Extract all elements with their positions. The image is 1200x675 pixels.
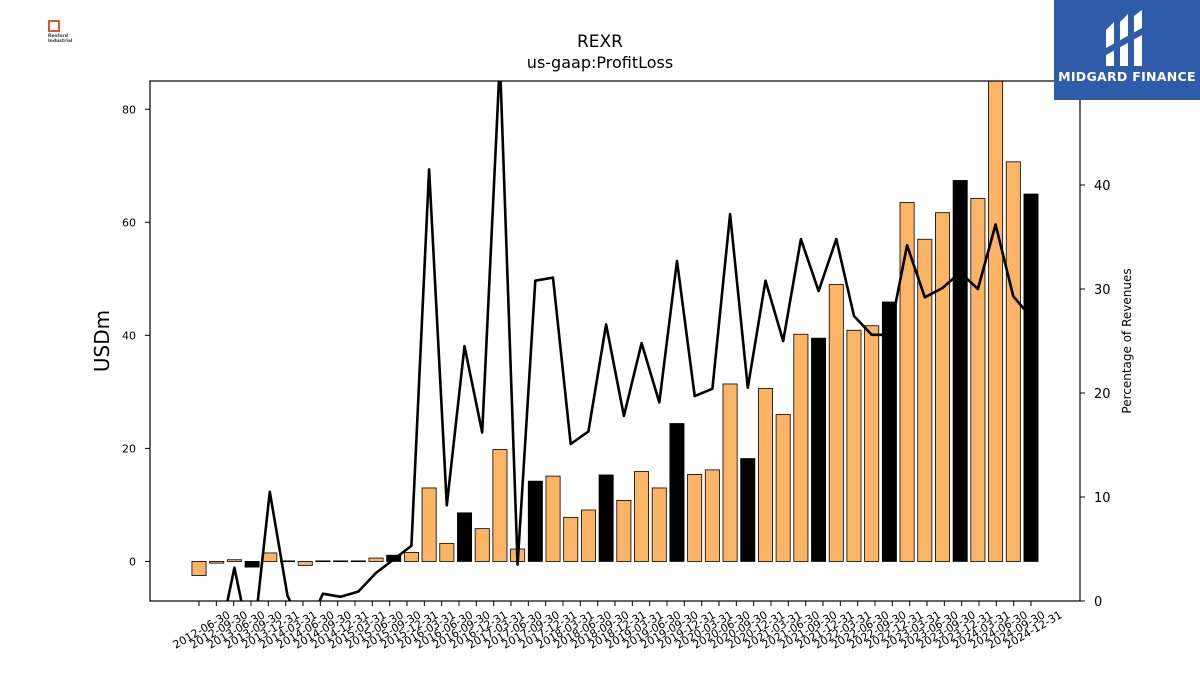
bar [704, 469, 720, 562]
x-axis: 2012-06-302012-09-302013-06-302013-09-30… [171, 601, 1065, 652]
y2-tick-label: 20 [1094, 387, 1111, 402]
bar [1023, 193, 1039, 562]
y-tick-label: 60 [122, 216, 136, 229]
bar [262, 552, 278, 562]
bar [545, 475, 561, 562]
y2-tick-label: 40 [1094, 179, 1111, 194]
bar [722, 383, 738, 562]
bar-series [191, 81, 1039, 576]
y2-tick-label: 0 [1094, 595, 1102, 610]
bar [209, 561, 225, 564]
bar [899, 202, 915, 562]
bar [457, 512, 473, 562]
bar [191, 561, 207, 576]
bar [740, 458, 756, 562]
bar [917, 238, 933, 562]
y-axis-label: USDm [90, 310, 114, 372]
bar [580, 509, 596, 562]
chart-subtitle: us-gaap:ProfitLoss [526, 53, 674, 72]
bar [793, 333, 809, 562]
bar [421, 487, 437, 562]
rexford-logo-mark [48, 20, 60, 32]
bar [988, 81, 1004, 562]
y2-tick-label: 10 [1094, 491, 1111, 506]
y-tick-label: 0 [129, 555, 136, 568]
bar [1005, 161, 1021, 562]
bar [828, 284, 844, 562]
y-tick-label: 40 [122, 329, 136, 342]
midgard-logo-icon [1106, 10, 1142, 66]
y-tick-label: 80 [122, 103, 136, 116]
bar [474, 528, 490, 562]
bar [368, 557, 384, 562]
bar [527, 480, 543, 562]
bar [350, 560, 366, 563]
bar [616, 499, 632, 562]
rexford-logo: Rexford Industrial [48, 20, 78, 50]
bar [935, 212, 950, 562]
bar [492, 449, 508, 562]
bar [403, 551, 419, 562]
bar [226, 559, 242, 562]
bar [775, 414, 791, 562]
bar [669, 423, 685, 562]
bar [297, 561, 313, 566]
bar [687, 473, 703, 562]
bar [970, 198, 986, 562]
left-y-axis: 0 20 40 60 80 [122, 103, 150, 568]
percentage-line [226, 81, 1032, 601]
bar [315, 560, 331, 563]
bar [244, 561, 260, 568]
y-tick-label: 20 [122, 442, 136, 455]
bar [864, 325, 880, 562]
bar [563, 516, 579, 562]
rexford-logo-text: Rexford Industrial [48, 34, 78, 44]
bar [439, 542, 455, 562]
brand-name: MIDGARD FINANCE [1058, 69, 1196, 84]
midgard-finance-badge: MIDGARD FINANCE [1054, 0, 1200, 100]
line-series-layer [226, 81, 1032, 601]
right-y-axis: 01020304050 [1080, 75, 1111, 610]
bar [952, 180, 968, 562]
bar [881, 301, 897, 562]
bar [757, 388, 773, 562]
bar [333, 560, 349, 563]
bar [598, 474, 614, 562]
rexford-logo-line2: Industrial [48, 39, 73, 44]
bar [634, 471, 650, 562]
bar [846, 329, 862, 562]
rexford-logo-line1: Rexford [48, 34, 68, 39]
y2-axis-label: Percentage of Revenues [1120, 268, 1134, 413]
y2-tick-label: 30 [1094, 283, 1111, 298]
chart-title: REXR [576, 32, 623, 52]
bar [811, 337, 827, 562]
bar [651, 487, 667, 562]
